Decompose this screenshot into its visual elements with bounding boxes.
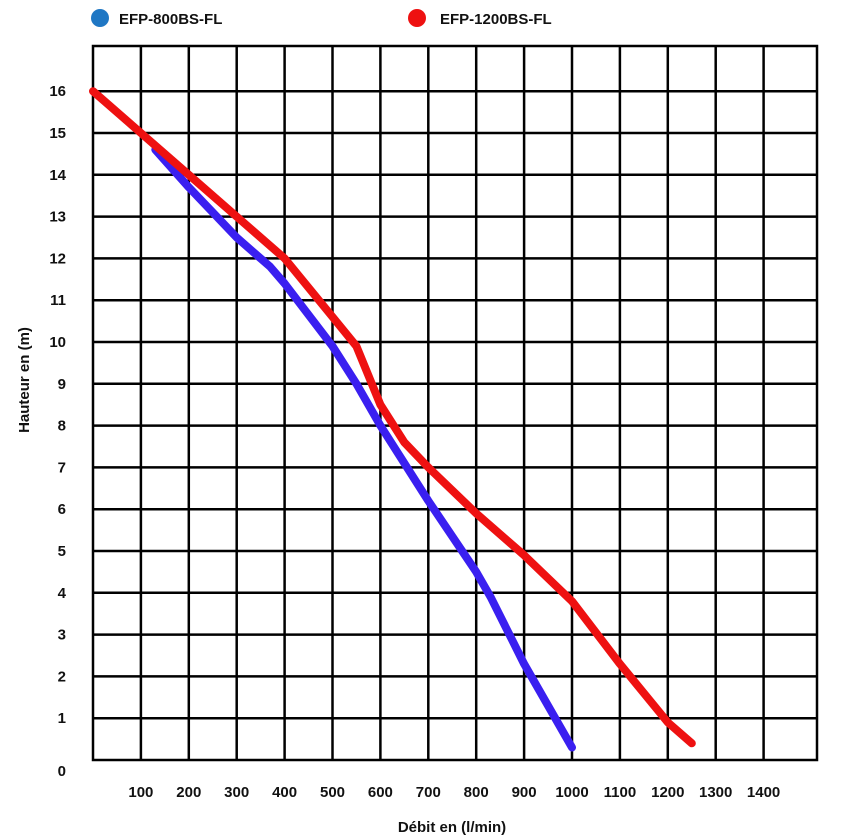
y-tick-label: 11: [50, 292, 66, 309]
legend-marker-efp-800bs-fl: [91, 9, 109, 27]
legend-label-efp-800bs-fl: EFP-800BS-FL: [119, 11, 222, 28]
y-tick-label: 1: [58, 710, 66, 727]
y-tick-label: 7: [58, 459, 66, 476]
grid: [91, 44, 819, 762]
y-tick-label: 5: [58, 543, 66, 560]
y-tick-label: 10: [49, 334, 66, 351]
legend: EFP-800BS-FL EFP-1200BS-FL: [91, 9, 552, 28]
x-tick-label: 100: [128, 784, 153, 801]
y-tick-label: 12: [49, 250, 66, 267]
tick-labels: 100 200 300 400 500 600 700 800 900 1000 1100 1200 1…: [49, 83, 780, 801]
x-axis-label: Débit en (l/min): [398, 819, 506, 836]
y-tick-label: 6: [58, 501, 66, 518]
x-tick-label: 900: [512, 784, 537, 801]
x-tick-label: 1000: [555, 784, 588, 801]
y-tick-label: 0: [58, 763, 66, 780]
y-tick-label: 16: [49, 83, 66, 100]
x-tick-label: 700: [416, 784, 441, 801]
legend-marker-efp-1200bs-fl: [408, 9, 426, 27]
x-tick-label: 1100: [604, 784, 637, 801]
y-tick-label: 13: [49, 209, 66, 226]
plot-frame: [91, 44, 819, 762]
x-tick-label: 200: [176, 784, 201, 801]
x-tick-label: 300: [224, 784, 249, 801]
y-tick-label: 9: [58, 376, 66, 393]
y-tick-label: 4: [58, 585, 67, 602]
x-tick-label: 1200: [651, 784, 684, 801]
legend-label-efp-1200bs-fl: EFP-1200BS-FL: [440, 11, 552, 28]
x-tick-label: 500: [320, 784, 345, 801]
y-tick-label: 8: [58, 418, 66, 435]
y-tick-label: 2: [58, 668, 66, 685]
x-tick-label: 800: [464, 784, 489, 801]
series-layer: [89, 87, 696, 752]
x-tick-label: 1400: [747, 784, 780, 801]
y-tick-label: 3: [58, 627, 66, 644]
x-tick-label: 400: [272, 784, 297, 801]
series-line-efp-1200bs-fl: [89, 87, 696, 748]
x-tick-label: 600: [368, 784, 393, 801]
series-line-efp-800bs-fl: [151, 145, 576, 752]
x-tick-label: 1300: [699, 784, 732, 801]
y-tick-label: 15: [49, 125, 66, 142]
y-axis-label: Hauteur en (m): [16, 327, 33, 433]
y-tick-label: 14: [49, 167, 66, 184]
